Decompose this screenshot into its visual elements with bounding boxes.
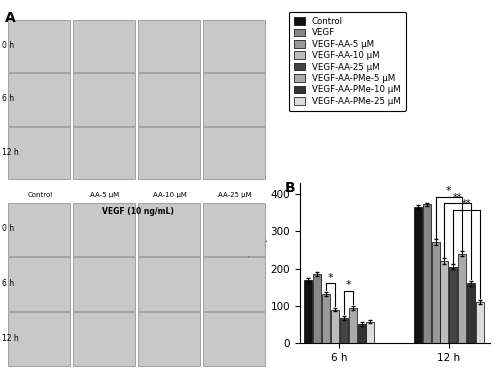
- Text: Control: Control: [28, 192, 52, 198]
- Bar: [422, 204, 430, 343]
- Bar: [476, 302, 484, 343]
- Text: *: *: [346, 280, 351, 290]
- Text: A: A: [5, 11, 16, 25]
- Bar: [348, 308, 356, 343]
- Text: **: **: [462, 199, 471, 209]
- Bar: [331, 310, 339, 343]
- Text: 6 h: 6 h: [2, 94, 14, 103]
- Bar: [450, 267, 458, 343]
- Bar: [458, 254, 466, 343]
- Text: B: B: [285, 181, 296, 195]
- Text: AA-10 μM: AA-10 μM: [153, 192, 187, 198]
- Bar: [440, 261, 448, 343]
- Text: 6 h: 6 h: [2, 279, 14, 288]
- Legend: Control, VEGF, VEGF-AA-5 μM, VEGF-AA-10 μM, VEGF-AA-25 μM, VEGF-AA-PMe-5 μM, VEG: Control, VEGF, VEGF-AA-5 μM, VEGF-AA-10 …: [288, 12, 406, 111]
- Bar: [304, 280, 312, 343]
- Y-axis label: Distance
travelled in μm: Distance travelled in μm: [246, 226, 268, 300]
- Text: 12 h: 12 h: [2, 334, 18, 343]
- Text: 0 h: 0 h: [2, 224, 14, 233]
- Bar: [313, 274, 321, 343]
- Text: VEGF (10 ng/mL): VEGF (10 ng/mL): [102, 207, 174, 216]
- Text: 12 h: 12 h: [2, 148, 18, 157]
- Bar: [366, 322, 374, 343]
- Text: **: **: [453, 192, 462, 203]
- Bar: [358, 324, 366, 343]
- Text: AA-25 μM: AA-25 μM: [218, 192, 252, 198]
- Bar: [432, 242, 440, 343]
- Bar: [340, 318, 347, 343]
- Bar: [414, 207, 422, 343]
- Bar: [322, 294, 330, 343]
- Text: 0 h: 0 h: [2, 41, 14, 50]
- Bar: [467, 283, 475, 343]
- Text: *: *: [328, 273, 333, 283]
- Text: *: *: [446, 186, 452, 196]
- Text: AA-5 μM: AA-5 μM: [90, 192, 120, 198]
